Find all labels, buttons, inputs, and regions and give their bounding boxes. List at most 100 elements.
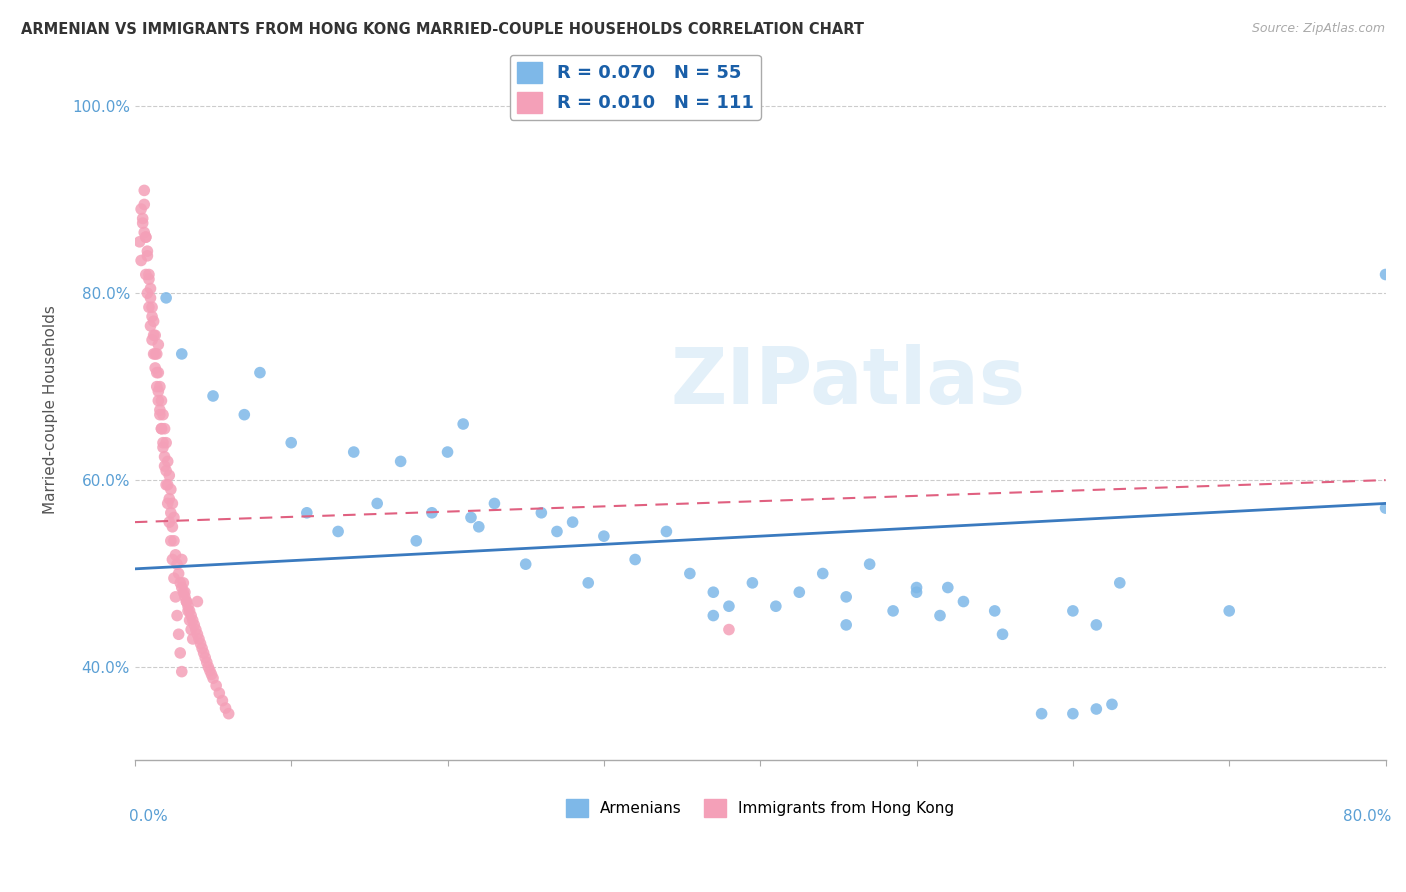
Point bbox=[139, 318, 162, 333]
Point bbox=[155, 477, 177, 491]
Point bbox=[167, 566, 190, 581]
Point bbox=[624, 552, 647, 566]
Point bbox=[163, 510, 186, 524]
Point bbox=[1218, 604, 1240, 618]
Point bbox=[186, 594, 208, 608]
Point bbox=[157, 515, 180, 529]
Point bbox=[214, 701, 236, 715]
Point bbox=[143, 347, 166, 361]
Point bbox=[172, 585, 194, 599]
Legend: Armenians, Immigrants from Hong Kong: Armenians, Immigrants from Hong Kong bbox=[560, 793, 960, 822]
Point bbox=[546, 524, 568, 539]
Point bbox=[163, 571, 186, 585]
Point bbox=[198, 664, 221, 678]
Point bbox=[191, 641, 214, 656]
Point bbox=[186, 627, 208, 641]
Point bbox=[136, 249, 159, 263]
Point bbox=[131, 211, 153, 226]
Point bbox=[138, 268, 160, 282]
Point bbox=[156, 477, 179, 491]
Point bbox=[295, 506, 318, 520]
Point bbox=[136, 286, 159, 301]
Point bbox=[167, 627, 190, 641]
Point bbox=[162, 496, 184, 510]
Point bbox=[983, 604, 1005, 618]
Point bbox=[162, 552, 184, 566]
Point bbox=[936, 581, 959, 595]
Point bbox=[200, 667, 222, 681]
Point bbox=[787, 585, 810, 599]
Text: 80.0%: 80.0% bbox=[1343, 809, 1392, 824]
Point bbox=[184, 623, 207, 637]
Point bbox=[561, 515, 583, 529]
Point bbox=[149, 403, 172, 417]
Point bbox=[468, 520, 491, 534]
Point bbox=[170, 581, 193, 595]
Point bbox=[484, 496, 506, 510]
Point bbox=[159, 533, 181, 548]
Point bbox=[194, 650, 217, 665]
Point bbox=[835, 590, 858, 604]
Point bbox=[180, 623, 202, 637]
Point bbox=[129, 202, 152, 216]
Point bbox=[150, 393, 173, 408]
Point bbox=[420, 506, 443, 520]
Point bbox=[145, 379, 167, 393]
Point bbox=[170, 347, 193, 361]
Point bbox=[134, 197, 156, 211]
Point bbox=[165, 590, 187, 604]
Point bbox=[174, 590, 197, 604]
Point bbox=[181, 613, 204, 627]
Point bbox=[202, 671, 225, 685]
Point bbox=[157, 468, 180, 483]
Point bbox=[179, 613, 201, 627]
Point bbox=[249, 366, 271, 380]
Point bbox=[155, 464, 177, 478]
Point bbox=[515, 557, 537, 571]
Point bbox=[148, 384, 170, 399]
Point bbox=[205, 679, 228, 693]
Point bbox=[436, 445, 458, 459]
Point bbox=[143, 361, 166, 376]
Point bbox=[157, 491, 180, 506]
Point bbox=[1374, 501, 1396, 516]
Point bbox=[180, 608, 202, 623]
Point bbox=[326, 524, 349, 539]
Point bbox=[195, 655, 218, 669]
Point bbox=[142, 347, 165, 361]
Point bbox=[152, 435, 174, 450]
Point bbox=[148, 393, 170, 408]
Point bbox=[170, 665, 193, 679]
Point bbox=[153, 458, 176, 473]
Point bbox=[129, 253, 152, 268]
Point bbox=[135, 230, 157, 244]
Point bbox=[389, 454, 412, 468]
Point bbox=[717, 623, 740, 637]
Point bbox=[177, 604, 200, 618]
Point bbox=[135, 230, 157, 244]
Point bbox=[138, 300, 160, 314]
Point bbox=[172, 575, 194, 590]
Point bbox=[1101, 698, 1123, 712]
Point bbox=[197, 660, 219, 674]
Point bbox=[139, 281, 162, 295]
Point bbox=[952, 594, 974, 608]
Point bbox=[148, 366, 170, 380]
Point bbox=[169, 646, 191, 660]
Point bbox=[702, 585, 724, 599]
Point bbox=[166, 608, 188, 623]
Text: 0.0%: 0.0% bbox=[128, 809, 167, 824]
Point bbox=[717, 599, 740, 614]
Point bbox=[159, 483, 181, 497]
Point bbox=[405, 533, 427, 548]
Point bbox=[153, 450, 176, 464]
Point bbox=[150, 422, 173, 436]
Point bbox=[176, 594, 198, 608]
Point bbox=[139, 291, 162, 305]
Y-axis label: Married-couple Households: Married-couple Households bbox=[44, 306, 58, 515]
Point bbox=[451, 417, 474, 431]
Point bbox=[155, 291, 177, 305]
Point bbox=[929, 608, 952, 623]
Point bbox=[165, 548, 187, 562]
Point bbox=[530, 506, 553, 520]
